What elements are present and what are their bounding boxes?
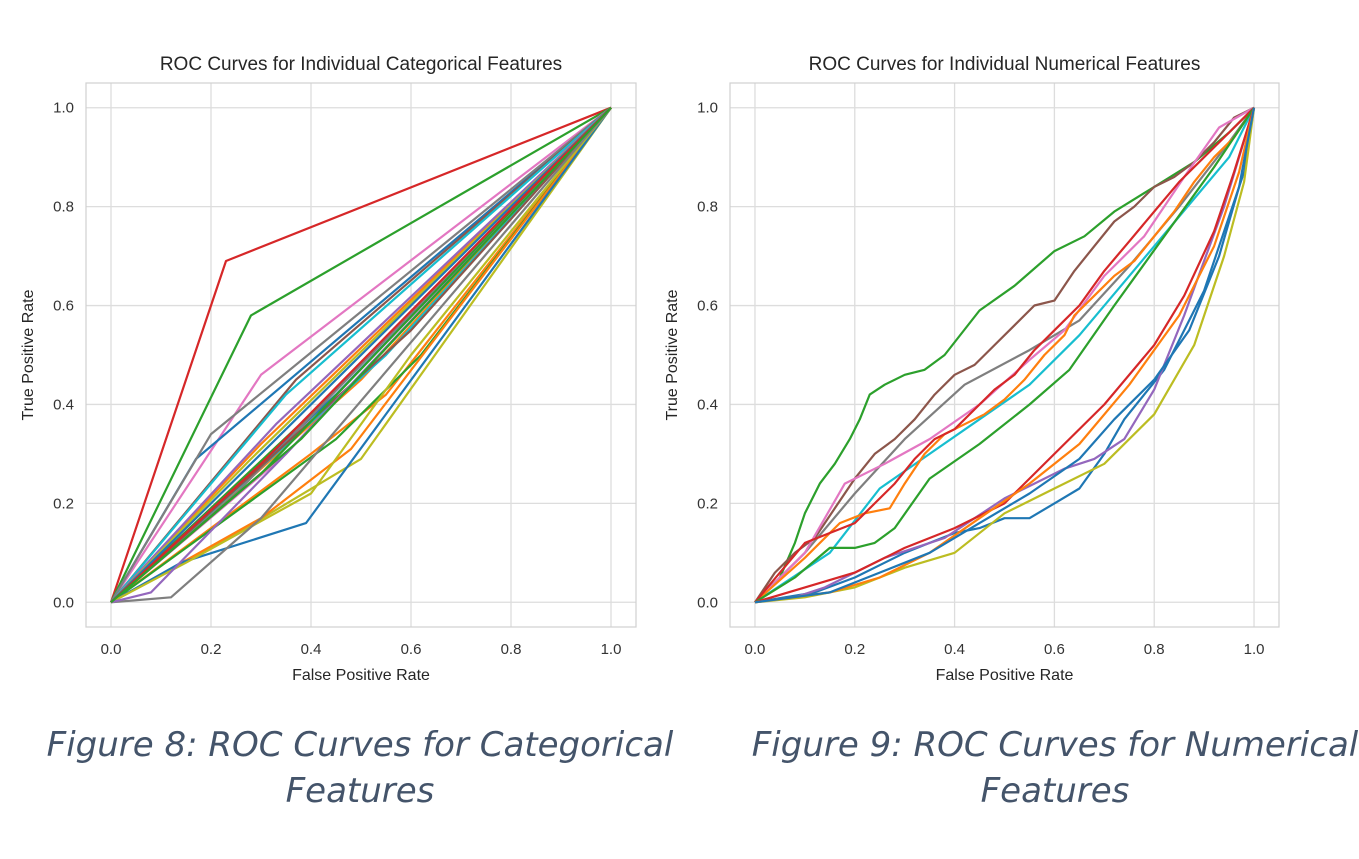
x-tick-label: 1.0 xyxy=(601,641,622,658)
y-tick-label: 0.8 xyxy=(697,199,718,216)
roc-curve-cat-9 xyxy=(110,106,612,604)
roc-curve-num-4 xyxy=(754,107,1255,604)
x-axis-label: False Positive Rate xyxy=(292,667,430,684)
roc-curve-cat-25 xyxy=(110,107,612,604)
roc-curve-cat-24 xyxy=(110,107,612,604)
x-tick-label: 0.2 xyxy=(201,641,222,658)
roc-curve-cat-29 xyxy=(110,106,612,604)
roc-curve-num-7 xyxy=(754,107,1255,604)
y-tick-label: 0.4 xyxy=(53,396,74,413)
x-tick-label: 0.2 xyxy=(844,641,865,658)
figure-8-caption: Figure 8: ROC Curves for Categorical Fea… xyxy=(46,725,674,811)
y-tick-label: 0.4 xyxy=(697,396,718,413)
y-tick-label: 1.0 xyxy=(697,100,718,117)
roc-curve-num-6 xyxy=(754,106,1255,604)
roc-curve-num-0 xyxy=(754,106,1255,604)
roc-curve-num-8 xyxy=(754,107,1256,604)
x-axis-label: False Positive Rate xyxy=(936,667,1074,684)
roc-curve-cat-4 xyxy=(110,106,612,603)
y-tick-label: 0.0 xyxy=(697,594,718,611)
roc-curve-num-1 xyxy=(754,106,1255,603)
roc-curve-cat-28 xyxy=(110,106,612,604)
roc-curve-cat-26 xyxy=(110,106,612,604)
chart-numerical-roc: 0.0 0.2 0.4 0.6 0.8 1.0 0.0 0.2 0.4 0.6 0.8 1.0 ROC … xyxy=(664,54,1280,684)
roc-curve-num-5 xyxy=(754,107,1255,604)
roc-curve-cat-0 xyxy=(109,106,612,603)
x-tick-label: 0.8 xyxy=(1144,641,1165,658)
roc-curve-num-11 xyxy=(754,107,1256,604)
roc-curve-cat-1 xyxy=(110,106,612,603)
roc-curve-cat-18 xyxy=(110,106,612,604)
y-tick-label: 0.0 xyxy=(53,594,74,611)
roc-curve-num-10 xyxy=(754,107,1256,604)
y-axis-label: True Positive Rate xyxy=(20,289,37,420)
roc-curve-cat-6 xyxy=(110,106,612,604)
roc-curve-cat-8 xyxy=(110,106,612,604)
y-tick-label: 0.2 xyxy=(53,495,74,512)
y-tick-label: 0.6 xyxy=(697,298,718,315)
x-tick-label: 0.6 xyxy=(1044,641,1065,658)
y-tick-label: 0.8 xyxy=(53,199,74,216)
plot-frame xyxy=(729,82,1280,628)
chart-categorical-roc: 0.0 0.2 0.4 0.6 0.8 1.0 0.0 0.2 0.4 0.6 0.8 1.0 ROC … xyxy=(20,54,637,684)
roc-curve-num-13 xyxy=(754,107,1256,604)
x-tick-label: 1.0 xyxy=(1244,641,1265,658)
x-tick-label: 0.6 xyxy=(401,641,422,658)
roc-curve-num-12 xyxy=(754,107,1256,604)
x-tick-label: 0.0 xyxy=(101,641,122,658)
chart-title: ROC Curves for Individual Categorical Fe… xyxy=(160,54,562,75)
roc-curve-num-2 xyxy=(754,107,1255,604)
chart-title: ROC Curves for Individual Numerical Feat… xyxy=(809,54,1201,75)
figure-9-caption: Figure 9: ROC Curves for Numerical Featu… xyxy=(751,725,1359,811)
plot-frame xyxy=(85,82,637,628)
y-axis-label: True Positive Rate xyxy=(664,289,681,420)
roc-curve-cat-16 xyxy=(110,106,612,604)
x-tick-label: 0.4 xyxy=(944,641,965,658)
y-tick-label: 1.0 xyxy=(53,100,74,117)
roc-curve-cat-2 xyxy=(110,106,612,603)
figure-canvas: 0.0 0.2 0.4 0.6 0.8 1.0 0.0 0.2 0.4 0.6 0.8 1.0 ROC … xyxy=(20,54,1280,684)
x-tick-label: 0.4 xyxy=(301,641,322,658)
x-tick-label: 0.0 xyxy=(745,641,766,658)
roc-curve-cat-20 xyxy=(110,107,612,604)
x-tick-label: 0.8 xyxy=(501,641,522,658)
y-tick-label: 0.6 xyxy=(53,298,74,315)
y-tick-label: 0.2 xyxy=(697,495,718,512)
